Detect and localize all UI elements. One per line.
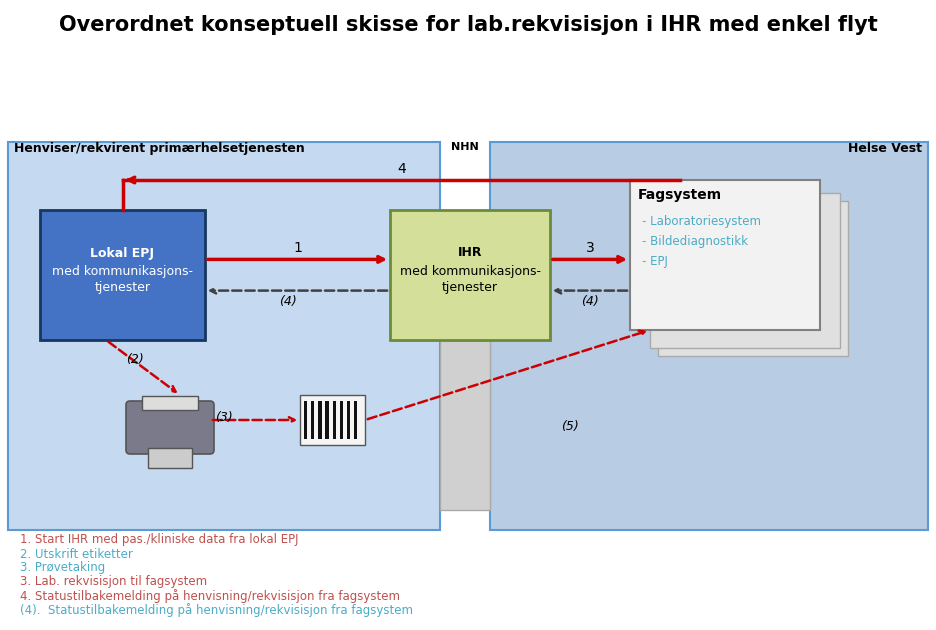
Bar xyxy=(308,401,311,439)
Bar xyxy=(630,180,820,330)
Text: (5): (5) xyxy=(561,420,578,433)
Bar xyxy=(326,401,329,439)
Text: med kommunikasjons-: med kommunikasjons- xyxy=(52,265,193,277)
Bar xyxy=(311,401,314,439)
Text: 3. Lab. rekvisisjon til fagsystem: 3. Lab. rekvisisjon til fagsystem xyxy=(20,575,207,588)
Text: 2. Utskrift etiketter: 2. Utskrift etiketter xyxy=(20,547,133,561)
Text: 1: 1 xyxy=(293,241,302,255)
Bar xyxy=(336,401,340,439)
Text: (4).  Statustilbakemelding på henvisning/rekvisisjon fra fagsystem: (4). Statustilbakemelding på henvisning/… xyxy=(20,603,413,617)
Text: 3. Prøvetaking: 3. Prøvetaking xyxy=(20,561,105,575)
Bar xyxy=(40,210,205,340)
Bar xyxy=(8,142,440,530)
Text: (4): (4) xyxy=(581,295,599,307)
Text: 1. Start IHR med pas./kliniske data fra lokal EPJ: 1. Start IHR med pas./kliniske data fra … xyxy=(20,534,299,546)
Bar xyxy=(300,395,365,445)
Bar xyxy=(358,401,360,439)
Text: NHN: NHN xyxy=(451,142,479,152)
Bar xyxy=(304,401,307,439)
Bar xyxy=(440,280,490,510)
Bar xyxy=(650,193,840,348)
Bar xyxy=(329,401,332,439)
Bar xyxy=(322,401,325,439)
Text: IHR: IHR xyxy=(458,246,482,260)
Bar xyxy=(340,401,343,439)
Text: (4): (4) xyxy=(279,295,297,307)
Bar xyxy=(318,401,321,439)
Text: (3): (3) xyxy=(215,411,233,425)
Bar xyxy=(490,142,928,530)
Text: Helse Vest: Helse Vest xyxy=(848,142,922,155)
Bar xyxy=(390,210,550,340)
Bar xyxy=(354,401,358,439)
Bar xyxy=(350,401,354,439)
Text: tjenester: tjenester xyxy=(95,282,151,294)
Text: tjenester: tjenester xyxy=(442,282,498,294)
Bar xyxy=(658,201,848,356)
Bar xyxy=(346,401,350,439)
Text: 4: 4 xyxy=(397,162,405,176)
Text: Fagsystem: Fagsystem xyxy=(638,188,723,202)
Text: med kommunikasjons-: med kommunikasjons- xyxy=(400,265,540,277)
Text: - EPJ: - EPJ xyxy=(642,255,668,268)
Text: - Bildediagnostikk: - Bildediagnostikk xyxy=(642,235,748,248)
FancyBboxPatch shape xyxy=(126,401,214,454)
Bar xyxy=(142,396,198,410)
Text: 3: 3 xyxy=(586,241,594,255)
Text: Lokal EPJ: Lokal EPJ xyxy=(91,246,154,260)
Text: 4. Statustilbakemelding på henvisning/rekvisisjon fra fagsystem: 4. Statustilbakemelding på henvisning/re… xyxy=(20,589,400,603)
Text: Overordnet konseptuell skisse for lab.rekvisisjon i IHR med enkel flyt: Overordnet konseptuell skisse for lab.re… xyxy=(59,15,877,35)
Bar xyxy=(148,448,192,468)
Text: - Laboratoriesystem: - Laboratoriesystem xyxy=(642,215,761,228)
Text: (2): (2) xyxy=(126,353,144,367)
Text: Henviser/rekvirent primærhelsetjenesten: Henviser/rekvirent primærhelsetjenesten xyxy=(14,142,305,155)
Bar xyxy=(314,401,318,439)
Bar xyxy=(344,401,346,439)
Bar xyxy=(332,401,336,439)
